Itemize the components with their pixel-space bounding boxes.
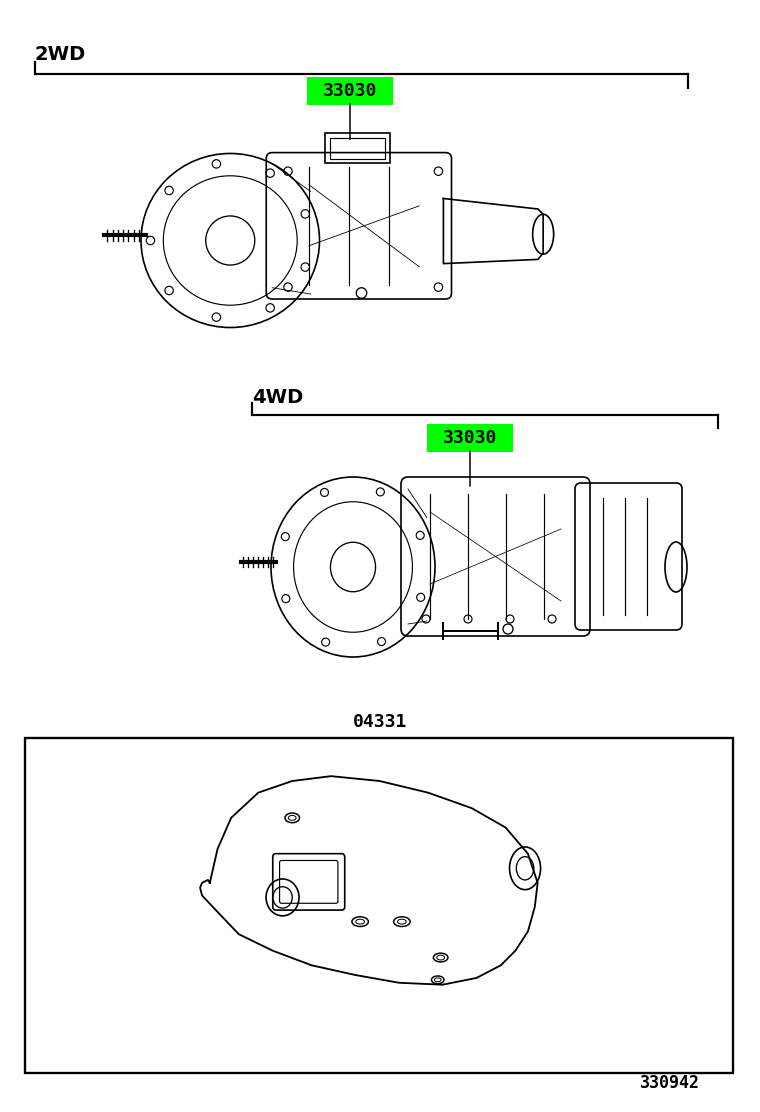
- FancyBboxPatch shape: [427, 424, 513, 451]
- Text: 330942: 330942: [640, 1074, 700, 1092]
- Bar: [25, 738, 733, 1073]
- Text: 33030: 33030: [323, 82, 377, 100]
- Bar: [330, 138, 385, 159]
- Bar: [325, 133, 390, 162]
- Text: 04331: 04331: [353, 713, 407, 731]
- Text: 2WD: 2WD: [35, 44, 86, 64]
- FancyBboxPatch shape: [307, 77, 393, 105]
- Text: 4WD: 4WD: [252, 388, 303, 407]
- Text: 33030: 33030: [443, 429, 497, 447]
